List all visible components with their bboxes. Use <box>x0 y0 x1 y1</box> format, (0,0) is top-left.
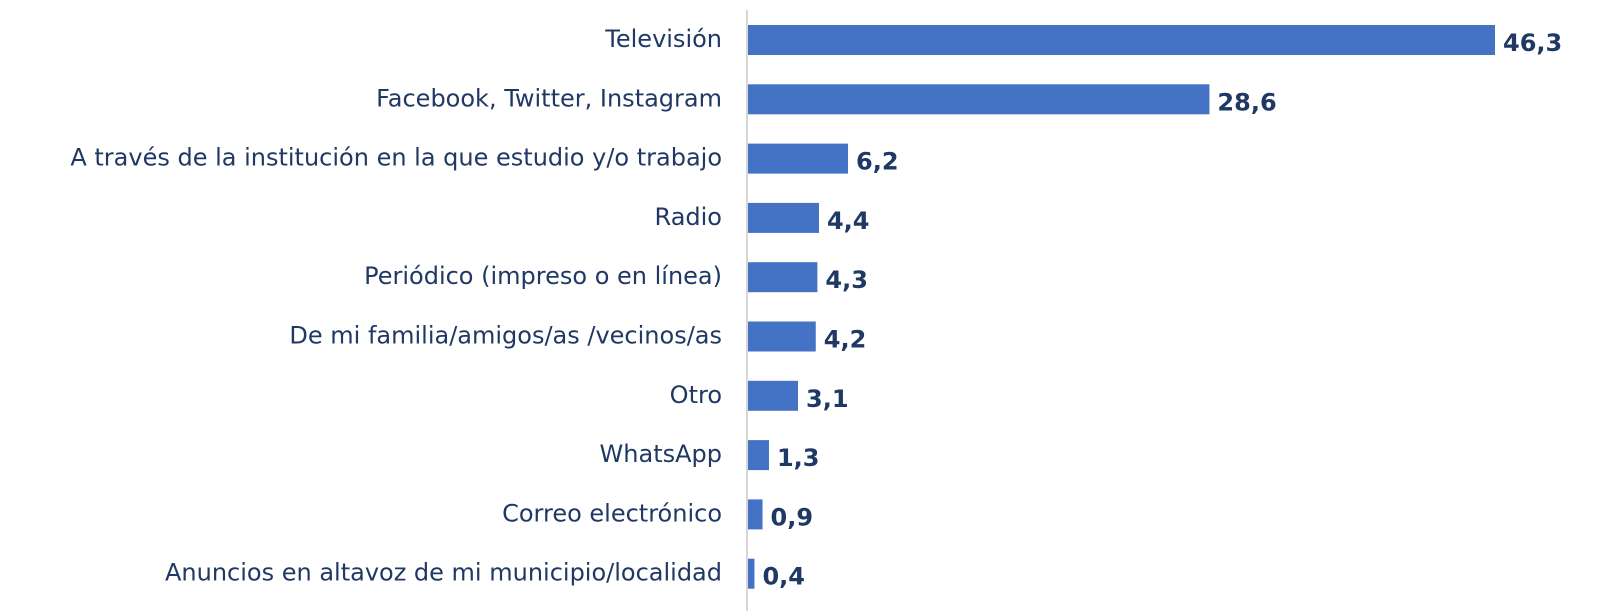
category-label: Correo electrónico <box>502 499 722 527</box>
value-label: 4,4 <box>827 207 870 235</box>
value-label: 4,2 <box>824 326 867 354</box>
value-label: 28,6 <box>1217 88 1276 116</box>
value-label: 46,3 <box>1503 29 1562 57</box>
value-label: 3,1 <box>806 385 849 413</box>
bar <box>748 143 849 174</box>
value-label: 6,2 <box>856 148 899 176</box>
value-label: 1,3 <box>777 444 820 472</box>
category-label: Otro <box>670 381 722 409</box>
category-label: Anuncios en altavoz de mi municipio/loca… <box>165 559 722 587</box>
bar <box>748 262 818 293</box>
category-label: Radio <box>655 203 722 231</box>
bar <box>748 440 769 471</box>
bar <box>748 25 1495 55</box>
category-label: Facebook, Twitter, Instagram <box>376 84 722 112</box>
bar <box>748 202 819 233</box>
bar <box>748 380 799 411</box>
bar <box>748 558 755 589</box>
bar <box>748 321 816 352</box>
value-label: 0,4 <box>762 563 805 591</box>
category-label: De mi familia/amigos/as /vecinos/as <box>289 322 722 350</box>
bar <box>748 84 1210 115</box>
category-label: Televisión <box>604 25 722 53</box>
value-label: 4,3 <box>825 266 868 294</box>
bar <box>748 499 763 530</box>
value-label: 0,9 <box>771 503 814 531</box>
category-label: WhatsApp <box>600 440 722 468</box>
category-label: Periódico (impreso o en línea) <box>364 262 722 290</box>
category-label: A través de la institución en la que est… <box>70 144 722 172</box>
